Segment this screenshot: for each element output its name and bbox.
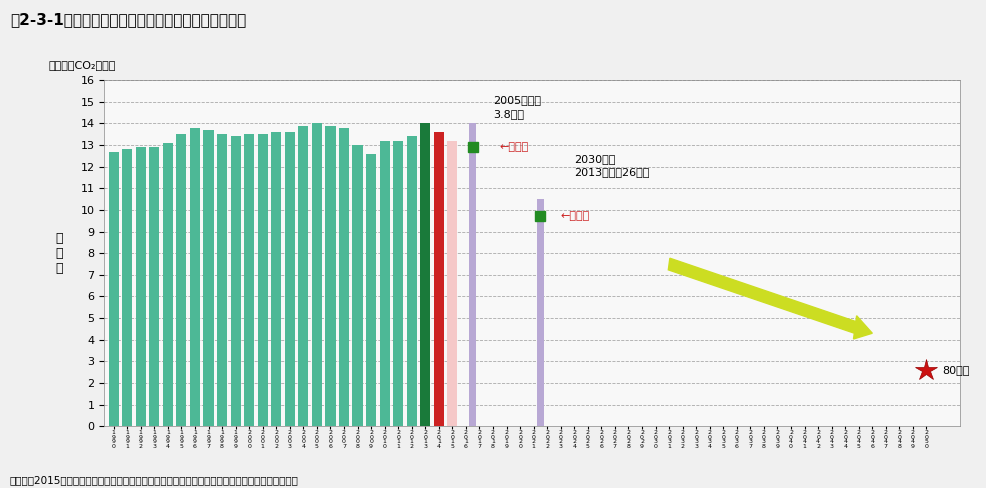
Bar: [122, 149, 132, 426]
Bar: [420, 123, 430, 426]
Bar: [108, 152, 118, 426]
Bar: [536, 199, 543, 426]
Bar: [217, 134, 227, 426]
Bar: [271, 132, 281, 426]
Text: 2030年度
2013年度比26％減: 2030年度 2013年度比26％減: [574, 154, 649, 177]
Bar: [392, 141, 403, 426]
Bar: [257, 134, 267, 426]
Bar: [189, 128, 200, 426]
Bar: [468, 123, 475, 426]
Bar: [380, 141, 389, 426]
Text: 2005年度比
3.8％減: 2005年度比 3.8％減: [492, 95, 540, 119]
Bar: [163, 143, 173, 426]
Bar: [325, 125, 335, 426]
Bar: [352, 145, 362, 426]
Bar: [284, 132, 295, 426]
Y-axis label: 排
出
量: 排 出 量: [56, 232, 63, 275]
Text: 資料：「2015年度の温室効果ガス排出量（確報値）」及び「地球温暖化対策計画」より環境省作成: 資料：「2015年度の温室効果ガス排出量（確報値）」及び「地球温暖化対策計画」よ…: [10, 476, 299, 486]
Bar: [366, 154, 376, 426]
Text: 図2-3-1　我が国の温室効果ガス排出量と中長期目標: 図2-3-1 我が国の温室効果ガス排出量と中長期目標: [10, 12, 246, 27]
Bar: [149, 147, 160, 426]
Bar: [338, 128, 349, 426]
Bar: [447, 141, 457, 426]
Bar: [312, 123, 321, 426]
FancyArrow shape: [668, 258, 872, 339]
Bar: [244, 134, 254, 426]
Text: ←吸収源: ←吸収源: [499, 142, 528, 152]
Bar: [406, 137, 416, 426]
Bar: [176, 134, 186, 426]
Bar: [203, 130, 213, 426]
Text: （億トンCO₂換算）: （億トンCO₂換算）: [48, 60, 115, 70]
Bar: [231, 137, 241, 426]
Bar: [298, 125, 308, 426]
Text: 80％減: 80％減: [942, 365, 969, 375]
Text: ←吸収源: ←吸収源: [560, 211, 590, 222]
Bar: [433, 132, 444, 426]
Bar: [135, 147, 146, 426]
